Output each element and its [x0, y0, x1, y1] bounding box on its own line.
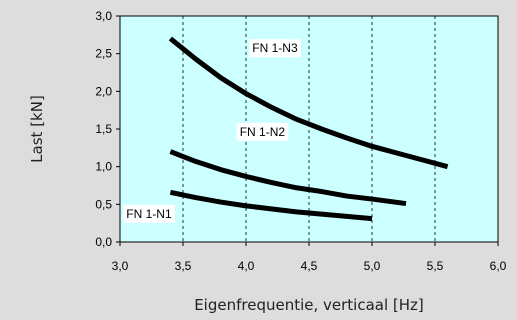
y-tick-label: 0,0	[95, 235, 112, 249]
series-label-box	[236, 122, 289, 141]
x-tick-label: 4,5	[301, 259, 318, 273]
x-tick-label: 6,0	[490, 259, 507, 273]
series-label-box	[249, 39, 301, 58]
series-labels: FN 1-N3 FN 1-N2 FN 1-N1	[123, 39, 301, 223]
x-tick-label: 5,0	[364, 259, 381, 273]
y-tick-label: 2,0	[95, 84, 112, 98]
y-tick-label: 2,5	[95, 47, 112, 61]
series-label-1: FN 1-N3	[252, 41, 298, 55]
y-tick-label: 1,0	[95, 160, 112, 174]
series-group	[168, 36, 449, 222]
y-tick-label: 3,0	[95, 9, 112, 23]
x-tick-label: 3,5	[175, 259, 192, 273]
x-axis-label: Eigenfrequentie, verticaal [Hz]	[194, 296, 424, 314]
series-line-1	[168, 36, 449, 170]
series-label-2: FN 1-N2	[240, 125, 286, 139]
x-tick-label: 5,5	[427, 259, 444, 273]
x-tick-label: 3,0	[112, 259, 129, 273]
series-label-3: FN 1-N1	[126, 207, 172, 221]
series-line-3	[169, 189, 373, 222]
y-axis-label: Last [kN]	[28, 95, 46, 163]
y-tick-label: 0,5	[95, 197, 112, 211]
y-axis: 0,0 0,5 1,0 1,5 2,0 2,5 3,0	[95, 9, 120, 249]
y-tick-label: 1,5	[95, 122, 112, 136]
series-line-2	[169, 149, 407, 207]
series-label-box	[123, 204, 175, 223]
x-axis: 3,0 3,5 4,0 4,5 5,0 5,5 6,0	[112, 242, 507, 273]
x-tick-label: 4,0	[238, 259, 255, 273]
